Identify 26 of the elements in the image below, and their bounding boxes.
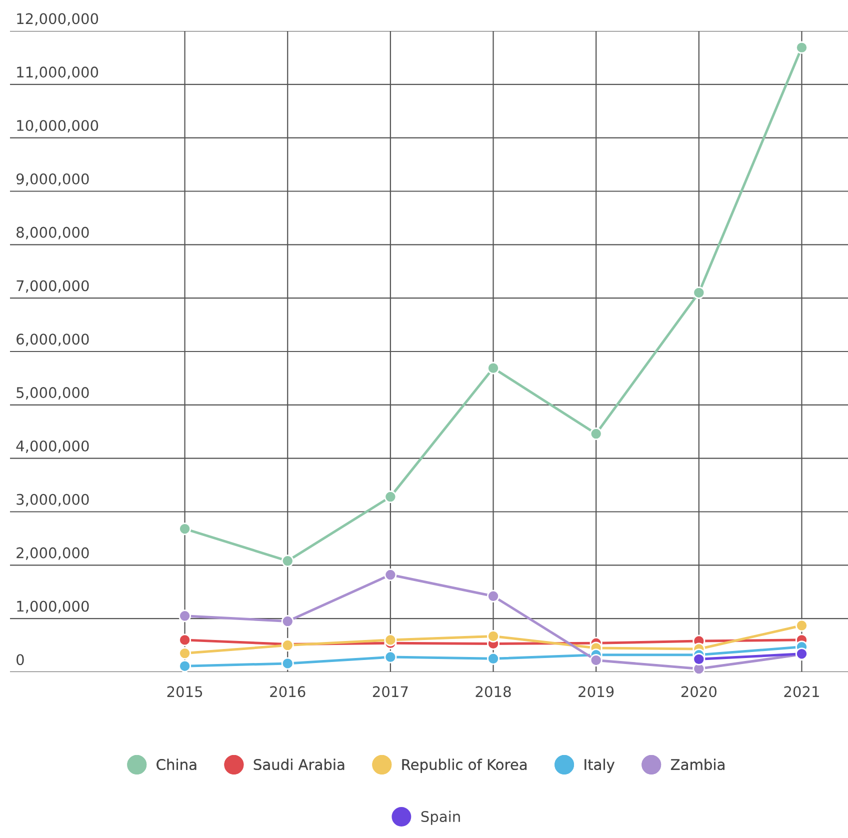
legend-label: Zambia: [670, 758, 724, 770]
y-tick-label: 10,000,000: [17, 120, 98, 132]
y-tick-label: 8,000,000: [16, 226, 89, 240]
y-tick-label: 7,000,000: [16, 280, 89, 293]
y-tick-label: 6,000,000: [16, 334, 89, 346]
legend-label: Saudi Arabia: [254, 758, 344, 770]
y-tick-label: 11,000,000: [17, 66, 98, 80]
y-tick-label: 2,000,000: [16, 547, 89, 560]
x-tick-label: 2015: [167, 686, 202, 698]
y-tick-label: 9,000,000: [16, 173, 89, 186]
legend-label: Spain: [421, 810, 460, 825]
legend-label: Republic of Korea: [402, 758, 527, 773]
y-tick-label: 12,000,000: [17, 13, 98, 26]
y-tick-label: 0: [16, 654, 24, 666]
y-tick-label: 4,000,000: [16, 440, 89, 453]
x-tick-label: 2016: [270, 686, 306, 698]
y-tick-label: 1,000,000: [17, 600, 89, 614]
x-tick-label: 2021: [784, 686, 819, 698]
y-tick-label: 3,000,000: [16, 494, 89, 506]
x-tick-label: 2019: [578, 686, 614, 698]
x-tick-label: 2020: [681, 686, 716, 698]
x-tick-label: 2018: [476, 686, 511, 698]
y-tick-label: 5,000,000: [16, 387, 89, 400]
x-tick-label: 2017: [372, 686, 408, 698]
legend-label: Italy: [584, 758, 614, 773]
legend-label: China: [156, 758, 196, 770]
